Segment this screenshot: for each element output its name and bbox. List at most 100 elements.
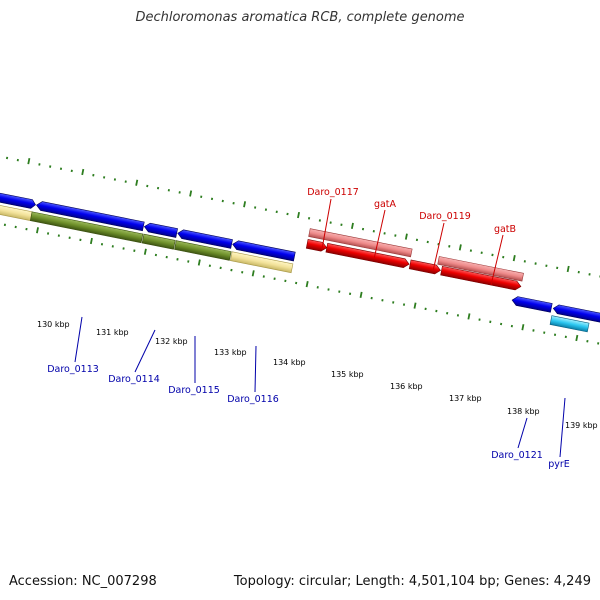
major-tick: [467, 313, 471, 320]
minor-tick: [597, 342, 600, 345]
minor-tick: [553, 333, 557, 337]
minor-tick: [254, 206, 257, 209]
major-tick: [575, 334, 579, 342]
gene-label-gata[interactable]: gatA: [374, 199, 397, 210]
minor-tick: [273, 277, 276, 280]
major-tick: [305, 280, 309, 288]
minor-tick: [232, 201, 235, 205]
gene-label-daro-0117[interactable]: Daro_0117: [307, 187, 359, 198]
gene-label-daro-0116[interactable]: Daro_0116: [227, 394, 279, 405]
minor-tick: [381, 299, 384, 302]
minor-tick: [392, 301, 395, 304]
gene-daro-0113-arrow[interactable]: [36, 201, 145, 232]
gene-pyre-feature[interactable]: [549, 315, 590, 333]
minor-tick: [316, 286, 319, 289]
minor-tick: [57, 234, 60, 237]
kbp-label: 130 kbp: [37, 320, 70, 329]
minor-tick: [103, 176, 106, 179]
minor-tick: [329, 221, 332, 224]
gene-daro-0115-feature[interactable]: [174, 240, 232, 261]
minor-tick: [469, 249, 472, 252]
gene-gatb-arrow[interactable]: [440, 265, 522, 291]
leader-line: [432, 222, 445, 272]
minor-tick: [491, 253, 494, 257]
minor-tick: [38, 163, 41, 166]
minor-tick: [307, 217, 311, 220]
major-tick: [243, 201, 247, 208]
minor-tick: [156, 186, 160, 190]
minor-tick: [361, 227, 365, 231]
minor-tick: [383, 232, 386, 235]
major-tick: [197, 259, 201, 266]
minor-tick: [59, 167, 63, 170]
minor-tick: [46, 232, 50, 235]
minor-tick: [275, 210, 278, 214]
minor-tick: [122, 247, 125, 250]
kbp-label: 131 kbp: [96, 328, 129, 337]
leader-line: [373, 209, 386, 260]
minor-tick: [534, 262, 537, 265]
gene-label-gatb[interactable]: gatB: [494, 224, 516, 235]
minor-tick: [327, 288, 330, 291]
minor-tick: [70, 169, 73, 173]
minor-tick: [478, 318, 481, 321]
gene-daro-0121-arrow[interactable]: [511, 296, 553, 313]
minor-tick: [295, 281, 298, 285]
minor-tick: [318, 219, 321, 222]
minor-tick: [340, 223, 343, 227]
major-tick: [458, 244, 462, 251]
major-tick: [566, 265, 570, 273]
kbp-label: 138 kbp: [507, 407, 540, 416]
minor-tick: [16, 158, 19, 162]
minor-tick: [241, 270, 244, 274]
gene-pyre-arrow[interactable]: [552, 304, 600, 331]
kbp-label: 133 kbp: [214, 348, 247, 357]
minor-tick: [5, 156, 9, 160]
minor-tick: [176, 258, 179, 261]
gene-label-daro-0113[interactable]: Daro_0113: [47, 364, 99, 375]
gene-daro-0115-arrow[interactable]: [177, 229, 233, 249]
minor-tick: [230, 268, 233, 272]
gene-daro-0113-feature[interactable]: [29, 211, 144, 244]
minor-tick: [545, 264, 548, 267]
minor-tick: [456, 314, 460, 317]
minor-tick: [167, 189, 170, 192]
major-tick: [512, 255, 516, 262]
major-tick: [36, 227, 39, 234]
minor-tick: [154, 253, 158, 257]
minor-tick: [49, 165, 52, 168]
gene-gata-arrow[interactable]: [325, 242, 410, 268]
leader-line: [490, 234, 504, 286]
minor-tick: [68, 236, 71, 240]
kbp-label: 135 kbp: [331, 370, 364, 379]
minor-tick: [510, 324, 513, 328]
gene-daro-0114-arrow[interactable]: [143, 222, 178, 238]
kbp-label: 139 kbp: [565, 421, 598, 430]
gene-label-pyre[interactable]: pyrE: [548, 459, 570, 470]
minor-tick: [200, 195, 203, 198]
minor-tick: [523, 260, 526, 263]
minor-tick: [577, 270, 580, 274]
minor-tick: [370, 296, 373, 300]
major-tick: [404, 233, 408, 240]
gene-daro-0116-feature[interactable]: [230, 251, 294, 274]
gene-daro-0112-arrow[interactable]: [0, 183, 36, 209]
minor-tick: [415, 238, 419, 242]
kbp-label: 134 kbp: [273, 358, 306, 367]
minor-tick: [480, 251, 483, 255]
gene-label-daro-0121[interactable]: Daro_0121: [491, 450, 543, 461]
gene-label-daro-0119[interactable]: Daro_0119: [419, 211, 471, 222]
minor-tick: [219, 266, 222, 270]
minor-tick: [133, 249, 136, 252]
minor-tick: [111, 245, 114, 248]
minor-tick: [14, 225, 17, 229]
gene-label-daro-0115[interactable]: Daro_0115: [168, 385, 220, 396]
gene-daro-0114-feature[interactable]: [141, 233, 176, 250]
gene-label-daro-0114[interactable]: Daro_0114: [108, 374, 160, 385]
minor-tick: [348, 292, 352, 296]
gene-daro-0116-arrow[interactable]: [232, 240, 296, 262]
leader-line: [321, 198, 332, 250]
leader-line: [559, 397, 566, 458]
minor-tick: [284, 279, 287, 283]
